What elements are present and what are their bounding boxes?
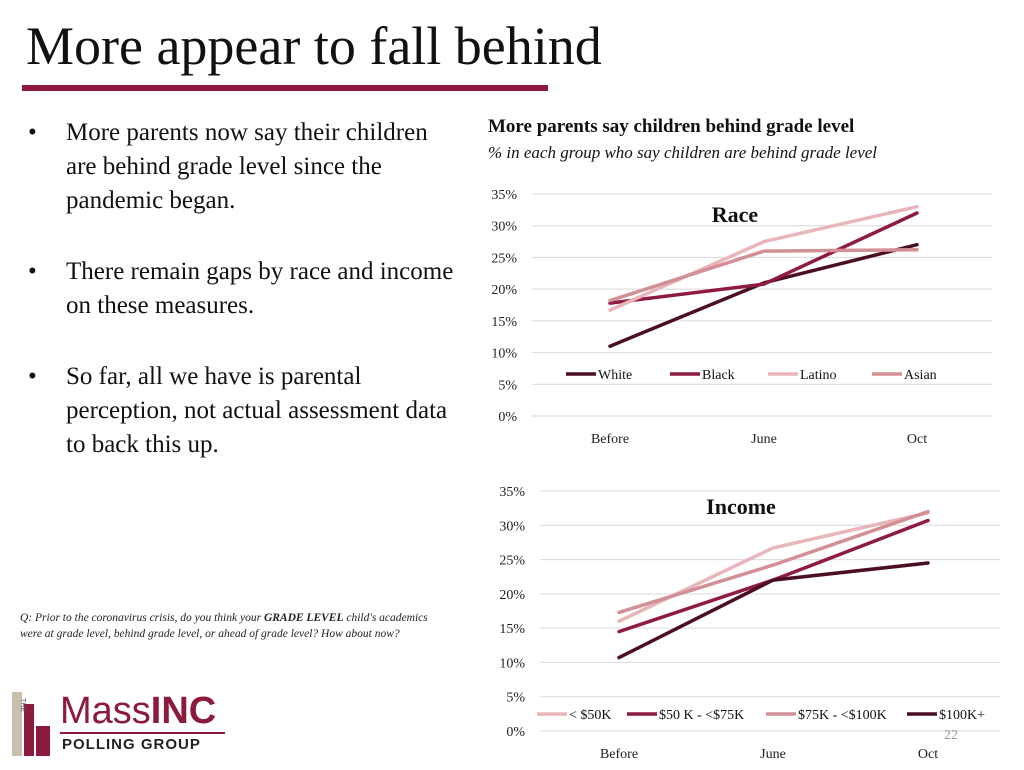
massinc-logo: THE MassINC POLLING GROUP xyxy=(12,690,227,762)
series-line xyxy=(608,204,919,312)
y-tick-label: 0% xyxy=(506,725,525,740)
y-tick-label: 10% xyxy=(499,656,525,671)
bullet-list: • More parents now say their children ar… xyxy=(28,116,458,499)
y-tick-label: 20% xyxy=(499,588,525,603)
legend-label: $50 K - <$75K xyxy=(659,708,744,723)
series-line xyxy=(617,509,930,615)
y-tick-label: 25% xyxy=(499,554,525,569)
x-tick-label: June xyxy=(760,747,786,762)
bullet-marker: • xyxy=(28,258,37,285)
y-tick-label: 0% xyxy=(498,410,517,425)
y-tick-label: 30% xyxy=(499,519,525,534)
legend-label: $100K+ xyxy=(939,708,985,723)
x-tick-label: Oct xyxy=(907,432,927,447)
legend-label: Asian xyxy=(904,368,937,383)
bullet-text: So far, all we have is parental percepti… xyxy=(66,363,448,458)
x-tick-label: June xyxy=(751,432,777,447)
logo-the-text: THE xyxy=(19,698,26,712)
legend-label: $75K - <$100K xyxy=(798,708,887,723)
series-line xyxy=(608,242,919,348)
logo-subtitle: POLLING GROUP xyxy=(62,736,201,753)
y-tick-label: 15% xyxy=(491,315,517,330)
series-line xyxy=(617,518,930,634)
series-line xyxy=(608,248,919,303)
bullet-item: • There remain gaps by race and income o… xyxy=(28,255,458,323)
legend-label: White xyxy=(598,368,632,383)
legend-label: Latino xyxy=(800,368,837,383)
bullet-marker: • xyxy=(28,119,37,146)
y-tick-label: 10% xyxy=(491,347,517,362)
y-tick-label: 25% xyxy=(491,251,517,266)
logo-inc-text: INC xyxy=(150,690,217,732)
bullet-text: There remain gaps by race and income on … xyxy=(66,258,454,319)
logo-rule xyxy=(60,732,225,734)
slide-title: More appear to fall behind xyxy=(26,16,602,76)
y-tick-label: 20% xyxy=(491,283,517,298)
y-tick-label: 35% xyxy=(491,188,517,203)
page-number: 22 xyxy=(944,728,958,743)
x-tick-label: Before xyxy=(591,432,629,447)
series-line xyxy=(617,561,930,660)
y-tick-label: 35% xyxy=(499,485,525,500)
chart-panel-title: Race xyxy=(712,202,759,227)
y-tick-label: 5% xyxy=(506,691,525,706)
logo-mark-icon: THE xyxy=(12,692,50,756)
legend-label: Black xyxy=(702,368,735,383)
chart-title: More parents say children behind grade l… xyxy=(488,116,855,137)
legend-label: < $50K xyxy=(569,708,612,723)
series-line xyxy=(608,211,919,305)
bullet-item: • So far, all we have is parental percep… xyxy=(28,360,458,462)
y-tick-label: 5% xyxy=(498,378,517,393)
bullet-text: More parents now say their children are … xyxy=(66,119,428,214)
chart-subtitle: % in each group who say children are beh… xyxy=(488,143,878,162)
y-tick-label: 15% xyxy=(499,622,525,637)
y-tick-label: 30% xyxy=(491,220,517,235)
bullet-marker: • xyxy=(28,363,37,390)
title-underline xyxy=(22,85,548,91)
chart-panel-title: Income xyxy=(706,494,776,519)
x-tick-label: Oct xyxy=(918,747,938,762)
logo-wordmark: MassINC xyxy=(60,692,216,730)
logo-mass-text: Mass xyxy=(60,690,151,732)
x-tick-label: Before xyxy=(600,747,638,762)
bullet-item: • More parents now say their children ar… xyxy=(28,116,458,218)
survey-question: Q: Prior to the coronavirus crisis, do y… xyxy=(20,612,428,640)
